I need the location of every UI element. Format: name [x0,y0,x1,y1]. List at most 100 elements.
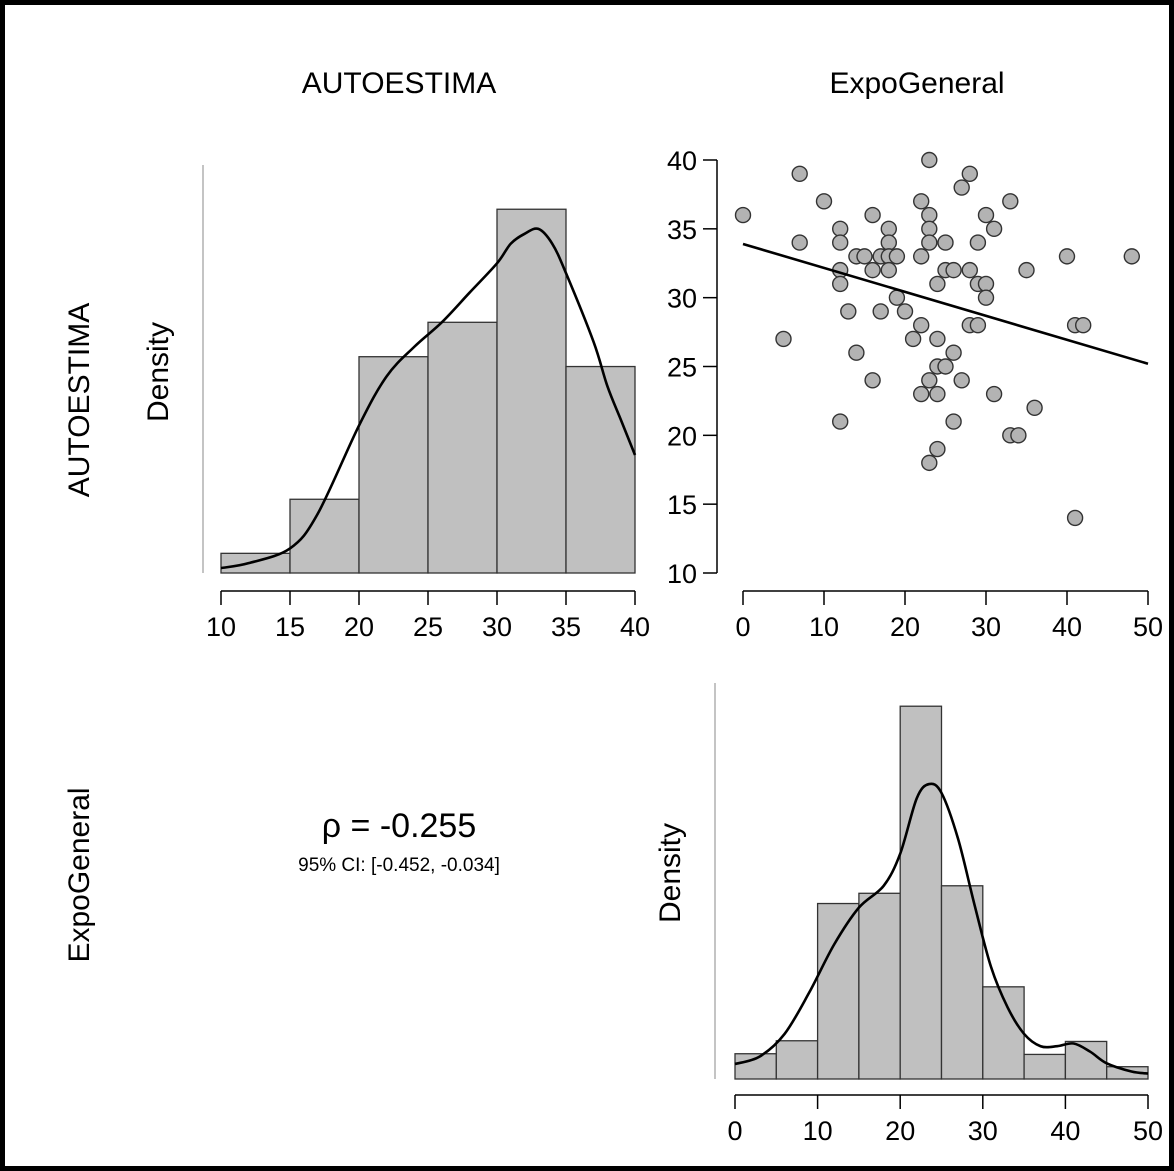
confidence-interval: 95% CI: [-0.452, -0.034] [298,855,500,876]
row-title-expogeneral: ExpoGeneral [63,787,96,962]
scatter-point [969,317,987,334]
scatter-point [913,317,930,334]
scatter-point [1026,399,1043,416]
scatter-point [977,275,995,293]
scatter-point [832,234,849,251]
scatter-point [1058,248,1076,265]
scatter-point [775,330,792,348]
scatter-point [929,275,946,293]
scatter-point [1123,248,1141,265]
x-tick-label: 30 [482,612,512,642]
histogram-bar [816,902,860,1080]
scatter-point [856,248,873,265]
scatter-point [929,385,946,403]
y-tick-label: 15 [667,490,697,520]
column-title-expogeneral: ExpoGeneral [829,67,1004,100]
scatter-point [985,385,1003,403]
x-tick-label: 35 [551,612,581,642]
correlation-coefficient: ρ = -0.255 [322,807,477,845]
scatter-point [888,248,906,265]
x-tick-label: 30 [968,1116,998,1146]
x-tick-label: 40 [620,612,650,642]
x-tick-label: 15 [275,612,305,642]
scatter-point [896,303,914,320]
density-curve [734,782,1149,1075]
scatter-point [913,385,930,403]
scatter-point [1066,509,1084,527]
y-tick-label: 35 [667,215,697,245]
scatter-point [913,248,930,265]
y-tick-label: 40 [667,146,697,176]
scatter-point [953,372,970,389]
y-tick-label: 30 [667,284,697,314]
scatter-point [937,358,954,375]
scatter-point [1074,317,1092,334]
scatter-point [921,220,938,238]
correlation-panel: ρ = -0.255 95% CI: [-0.452, -0.034] [298,807,500,876]
scatter-point [929,330,946,348]
scatter-point [880,220,897,238]
x-tick-label: 20 [344,612,374,642]
scatter-point [840,303,857,320]
y-axis-label: Density [142,322,175,422]
scatter-point [945,261,962,279]
scatter-panel: 10 15 20 25 30 35 40 0 10 20 30 40 50 [667,146,1163,642]
scatter-point [921,206,938,224]
histogram-bar [358,356,429,574]
scatter-point [969,234,987,251]
correlation-matrix-plot: AUTOESTIMA ExpoGeneral AUTOESTIMA ExpoGe… [63,67,1163,1146]
row-title-autoestima: AUTOESTIMA [63,303,96,497]
x-tick-label: 50 [1133,612,1163,642]
scatter-point [904,330,922,348]
scatter-point [848,344,865,361]
x-tick-label: 40 [1050,1116,1080,1146]
scatter-point [921,372,938,389]
scatter-point [977,289,995,306]
x-tick-label: 50 [1133,1116,1163,1146]
y-tick-label: 10 [667,559,697,589]
scatter-point [815,193,833,210]
scatter-point [977,206,995,224]
scatter-point [864,372,881,389]
scatter-point [961,261,978,279]
histogram-bar [940,885,984,1080]
scatter-point [961,165,978,182]
x-tick-label: 10 [206,612,236,642]
scatter-point [921,234,938,251]
scatter-point [832,220,849,238]
scatter-point [1002,193,1019,210]
histogram-bar [982,986,1025,1080]
scatter-point [953,179,970,196]
histogram-bar [899,705,943,1080]
x-tick-label: 30 [971,612,1001,642]
scatter-point [832,413,849,430]
autoestima-histogram-panel: Density 10 15 20 25 30 35 40 [142,165,650,642]
y-axis-label: Density [654,823,687,923]
y-tick-label: 25 [667,353,697,383]
scatter-point [832,275,849,293]
histogram-bar [1023,1053,1067,1080]
density-curve [220,227,637,570]
histogram-bar [289,498,360,574]
x-tick-label: 40 [1052,612,1082,642]
scatter-point [985,220,1003,238]
scatter-point [921,454,938,472]
y-tick-label: 20 [667,421,697,451]
scatter-point [880,234,897,251]
scatter-point [1018,261,1035,279]
scatter-point [880,261,897,279]
scatter-point [929,440,946,458]
scatter-point [945,413,962,430]
scatter-point [888,289,906,306]
scatter-point [791,234,808,251]
x-tick-label: 25 [413,612,443,642]
scatter-point [945,344,962,361]
x-tick-label: 0 [727,1116,742,1146]
scatter-point [734,206,752,224]
histogram-bar [858,892,901,1080]
histogram-bar [775,1040,819,1080]
x-tick-label: 20 [885,1116,915,1146]
scatter-point [864,261,881,279]
x-tick-label: 10 [809,612,839,642]
